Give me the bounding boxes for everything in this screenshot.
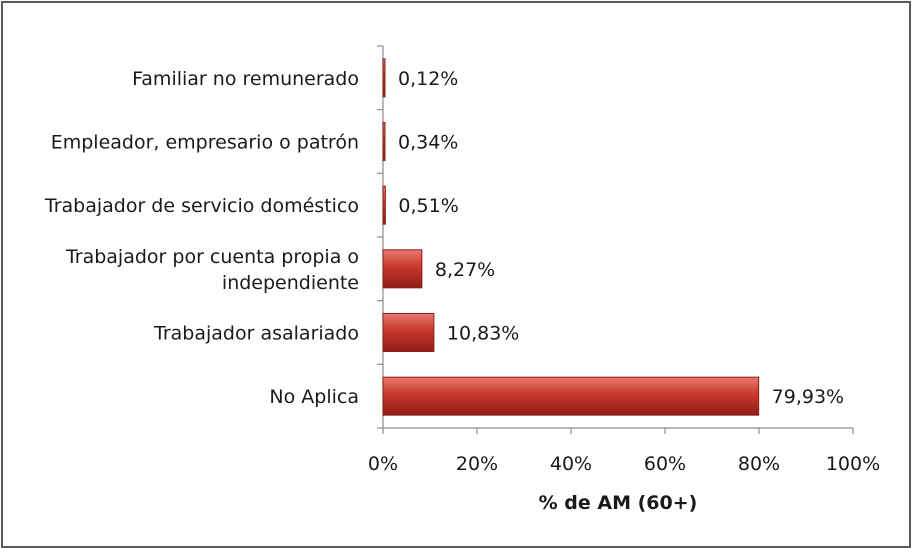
category-label: Trabajador por cuenta propia o xyxy=(65,246,359,268)
bar xyxy=(382,376,760,416)
x-tick-label: 40% xyxy=(550,453,592,475)
data-label: 10,83% xyxy=(447,323,519,345)
x-tick-label: 20% xyxy=(456,453,498,475)
data-label: 8,27% xyxy=(435,259,495,281)
x-tick-label: 60% xyxy=(644,453,686,475)
data-label: 0,51% xyxy=(398,195,458,217)
category-label: independiente xyxy=(222,272,359,294)
bar xyxy=(382,122,386,161)
category-label: Empleador, empresario o patrón xyxy=(51,132,359,154)
x-tick-label: 0% xyxy=(368,453,398,475)
category-label: No Aplica xyxy=(269,386,359,408)
category-label: Trabajador asalariado xyxy=(153,323,359,345)
x-tick-label: 80% xyxy=(738,453,780,475)
category-label: Trabajador de servicio doméstico xyxy=(44,195,359,217)
bar xyxy=(382,249,423,289)
bar xyxy=(382,313,435,352)
data-label: 79,93% xyxy=(772,386,844,408)
bar xyxy=(382,185,386,225)
x-axis-title: % de AM (60+) xyxy=(539,492,698,514)
data-label: 0,12% xyxy=(398,68,458,90)
category-label: Familiar no remunerado xyxy=(132,68,359,90)
x-tick-label: 100% xyxy=(826,453,880,475)
bar xyxy=(382,58,386,98)
data-label: 0,34% xyxy=(398,132,458,154)
